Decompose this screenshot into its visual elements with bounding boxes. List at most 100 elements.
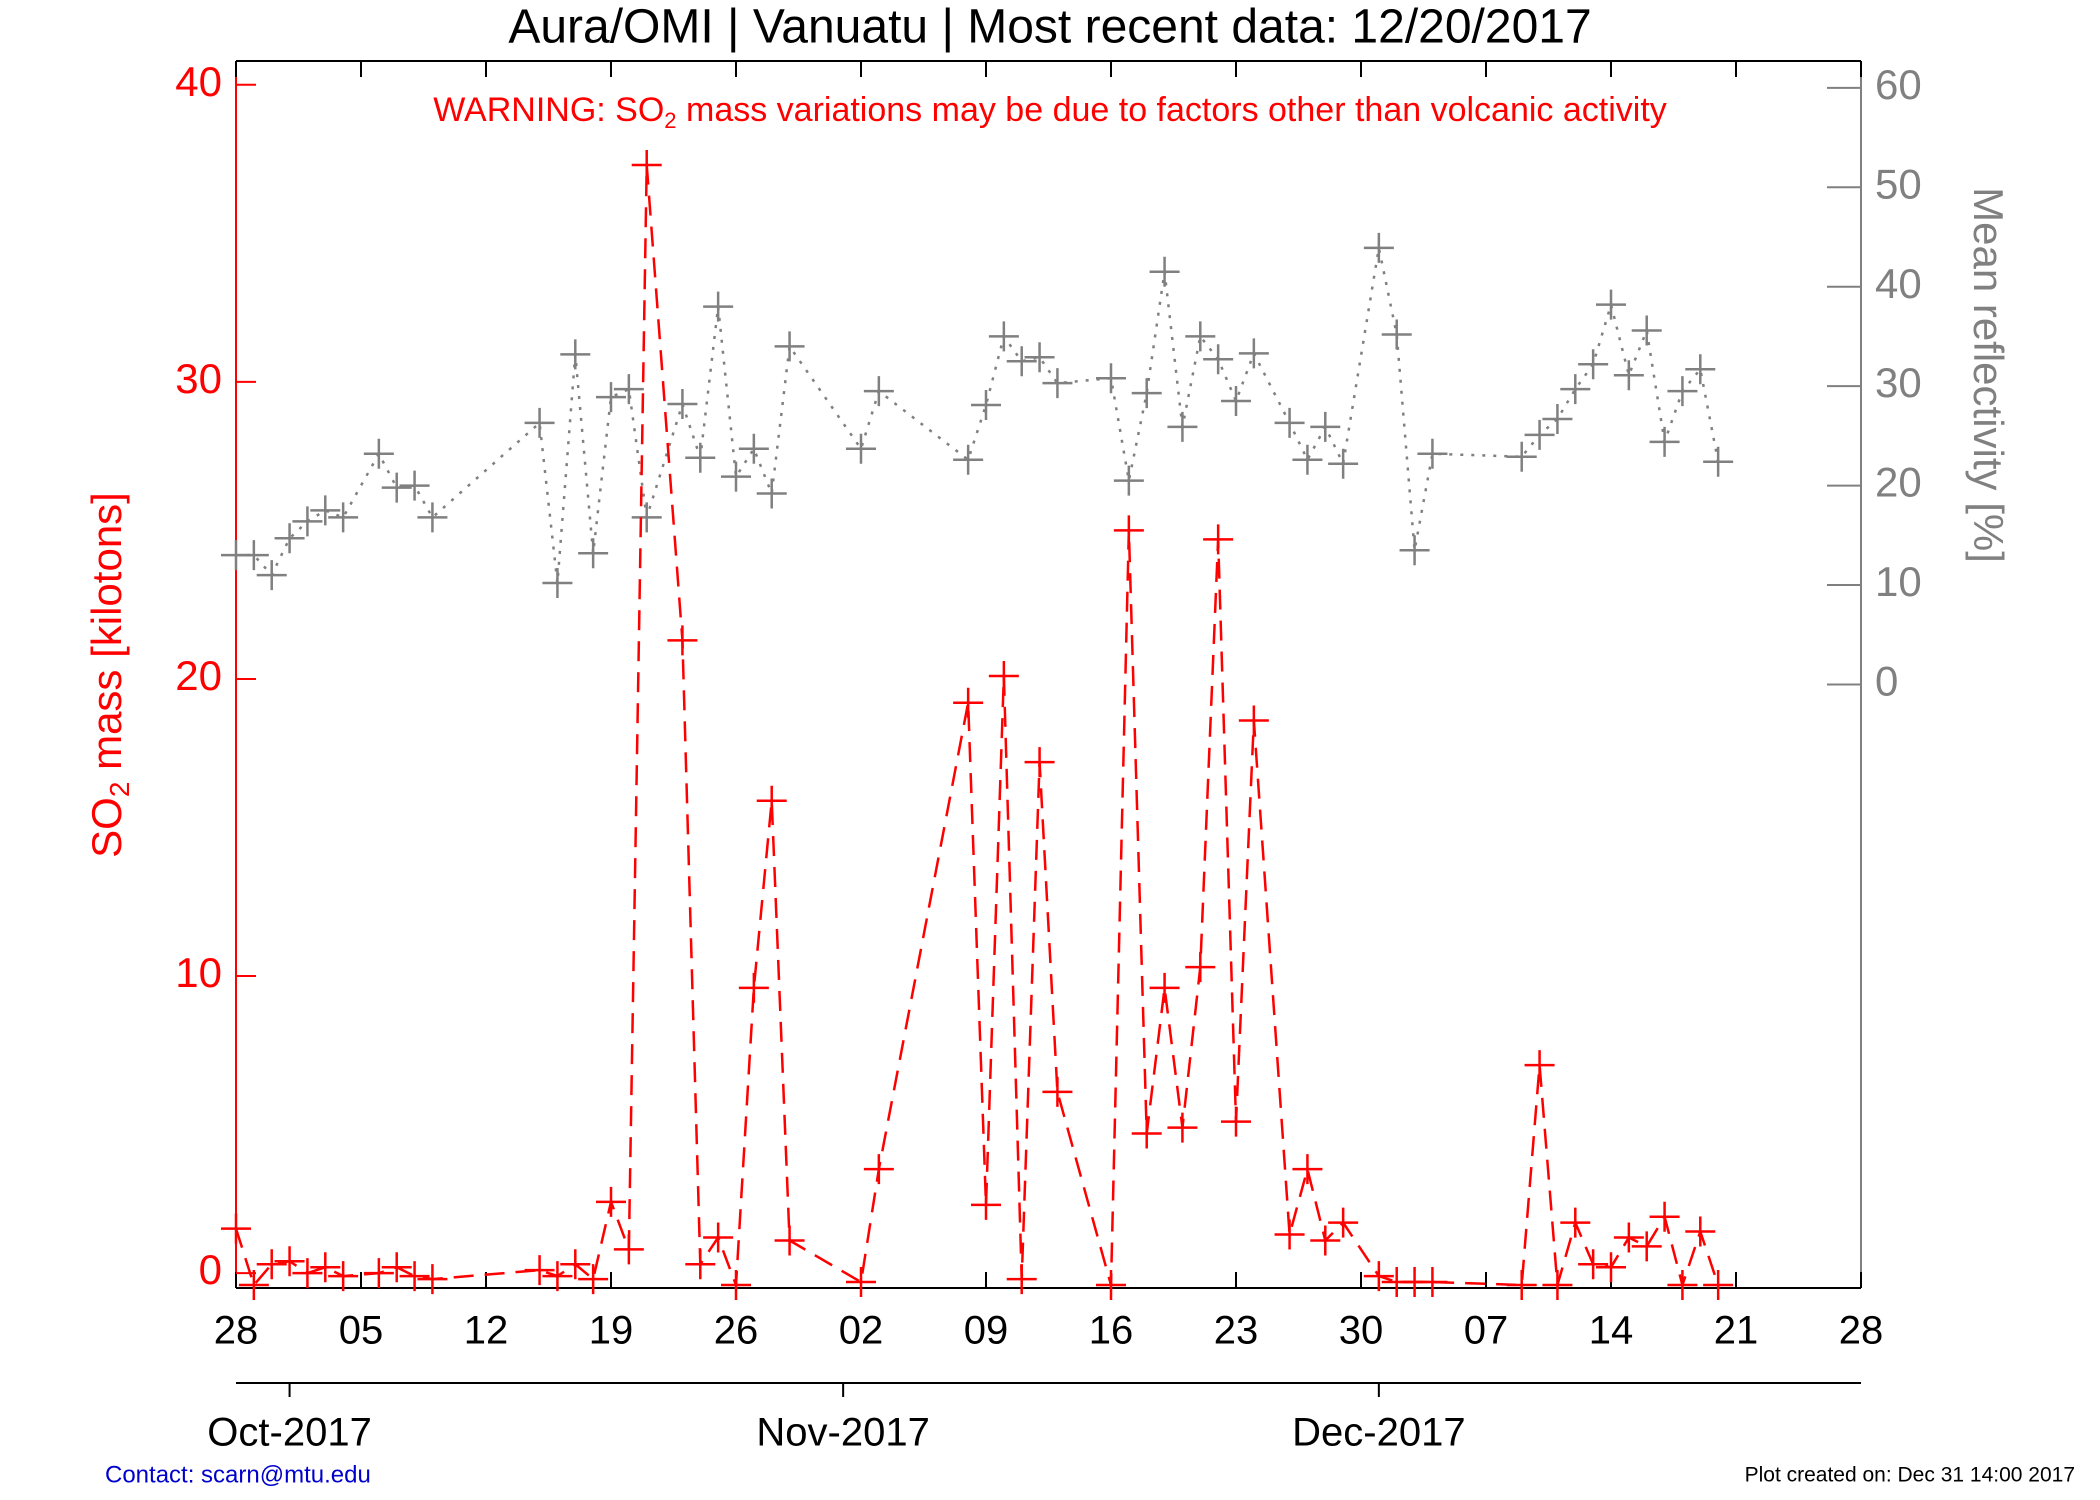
y-axis-label-text: mass [kilotons]	[83, 492, 130, 781]
point-marker	[1006, 346, 1037, 377]
point-marker	[328, 502, 359, 533]
point-marker	[381, 1252, 412, 1283]
x-tick-label: 30	[1339, 1309, 1384, 1353]
y2-axis-label: Mean reflectivity [%]	[1965, 187, 2012, 563]
month-label: Oct-2017	[207, 1411, 372, 1455]
point-marker	[721, 1270, 751, 1301]
point-marker	[721, 461, 751, 492]
point-marker	[1703, 446, 1734, 477]
chart-title: Aura/OMI | Vanuatu | Most recent data: 1…	[508, 1, 1591, 54]
point-marker	[1613, 1222, 1644, 1253]
point-marker	[1274, 1219, 1305, 1250]
point-marker	[971, 1189, 1001, 1220]
point-marker	[613, 374, 644, 405]
y2-tick-label: 20	[1875, 459, 1922, 506]
point-marker	[292, 1258, 323, 1289]
point-marker	[1399, 535, 1430, 566]
point-marker	[667, 389, 698, 420]
point-marker	[542, 568, 573, 599]
point-marker	[703, 1222, 734, 1253]
point-marker	[1096, 363, 1126, 394]
y-tick-label: 10	[175, 949, 222, 996]
created-note: Plot created on: Dec 31 14:00 2017	[1745, 1464, 2075, 1487]
warning-subscript: 2	[664, 108, 676, 133]
point-marker	[1560, 1207, 1591, 1238]
point-marker	[1185, 952, 1216, 983]
contact: Contact: scarn@mtu.edu	[105, 1461, 371, 1488]
point-marker	[1292, 444, 1323, 475]
x-tick-label: 19	[589, 1309, 634, 1353]
y2-tick-label: 10	[1875, 558, 1922, 605]
point-marker	[1685, 354, 1716, 385]
point-marker	[363, 1258, 394, 1289]
point-marker	[1292, 1154, 1323, 1185]
point-marker	[774, 1225, 805, 1256]
point-marker	[1578, 349, 1609, 380]
point-marker	[863, 376, 894, 407]
point-marker	[221, 1213, 251, 1244]
y-tick-label: 0	[199, 1246, 222, 1293]
point-marker	[1096, 1270, 1126, 1301]
point-marker	[524, 1255, 555, 1286]
point-marker	[1167, 411, 1198, 442]
y-tick-label: 40	[175, 58, 222, 105]
point-marker	[1685, 1216, 1716, 1247]
point-marker	[1381, 319, 1412, 350]
point-marker	[1417, 438, 1448, 469]
point-marker	[1667, 1270, 1698, 1301]
point-marker	[971, 390, 1001, 421]
point-marker	[1238, 705, 1269, 736]
point-marker	[1024, 342, 1055, 373]
point-marker	[1524, 1050, 1555, 1081]
point-marker	[578, 538, 609, 569]
point-marker	[399, 470, 430, 501]
x-tick-label: 28	[214, 1309, 259, 1353]
point-marker	[1328, 448, 1359, 479]
x-tick-label: 28	[1839, 1309, 1884, 1353]
point-marker	[417, 502, 448, 533]
point-marker	[1185, 321, 1216, 352]
point-marker	[1131, 1118, 1162, 1149]
point-marker	[685, 1249, 716, 1280]
point-marker	[1560, 374, 1591, 405]
x-tick-label: 02	[839, 1309, 884, 1353]
y-tick-label: 30	[175, 355, 222, 402]
point-marker	[685, 442, 716, 473]
point-marker	[1542, 1270, 1573, 1301]
point-marker	[1042, 1076, 1073, 1107]
month-label: Dec-2017	[1292, 1411, 1465, 1455]
y2-tick-label: 60	[1875, 61, 1922, 108]
point-marker	[1006, 1264, 1037, 1295]
point-marker	[756, 478, 787, 509]
x-tick-label: 12	[464, 1309, 509, 1353]
point-marker	[238, 1270, 269, 1301]
x-tick-label: 14	[1589, 1309, 1634, 1353]
point-marker	[1149, 256, 1180, 287]
point-marker	[524, 407, 555, 438]
point-marker	[1131, 378, 1162, 409]
warning-text: WARNING: SO	[433, 91, 664, 129]
warning-text: mass variations may be due to factors ot…	[677, 91, 1667, 129]
point-marker	[631, 149, 662, 180]
x-tick-label: 05	[339, 1309, 384, 1353]
point-marker	[560, 339, 591, 370]
point-marker	[328, 1261, 359, 1292]
point-marker	[578, 1264, 609, 1295]
point-marker	[381, 472, 412, 503]
x-tick-label: 26	[714, 1309, 759, 1353]
y-axis-label-subscript: 2	[104, 782, 135, 798]
point-marker	[846, 1267, 876, 1298]
point-marker	[1113, 465, 1144, 496]
series-line	[236, 247, 1720, 584]
point-marker	[1042, 368, 1073, 399]
point-marker	[774, 331, 805, 362]
point-marker	[238, 540, 269, 571]
point-marker	[631, 502, 662, 533]
x-tick-label: 07	[1464, 1309, 1509, 1353]
point-marker	[399, 1261, 430, 1292]
y2-tick-label: 40	[1875, 260, 1922, 307]
point-marker	[738, 433, 769, 464]
point-marker	[596, 1186, 626, 1217]
point-marker	[613, 1234, 644, 1265]
point-marker	[1542, 403, 1573, 434]
